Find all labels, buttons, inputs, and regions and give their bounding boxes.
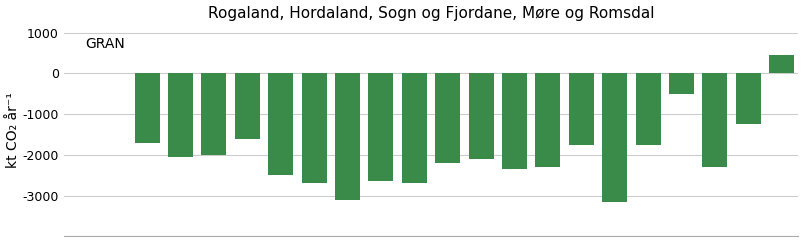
Title: Rogaland, Hordaland, Sogn og Fjordane, Møre og Romsdal: Rogaland, Hordaland, Sogn og Fjordane, M… bbox=[207, 6, 654, 21]
Bar bbox=[535, 73, 560, 167]
Text: GRAN: GRAN bbox=[85, 37, 125, 51]
Bar bbox=[201, 73, 226, 155]
Bar bbox=[168, 73, 193, 157]
Bar bbox=[468, 73, 493, 159]
Bar bbox=[702, 73, 727, 167]
Bar bbox=[768, 55, 793, 73]
Bar bbox=[434, 73, 459, 163]
Bar bbox=[301, 73, 326, 183]
Y-axis label: kt CO₂ år⁻¹: kt CO₂ år⁻¹ bbox=[6, 92, 19, 168]
Bar bbox=[134, 73, 160, 143]
Bar bbox=[234, 73, 259, 139]
Bar bbox=[601, 73, 626, 202]
Bar bbox=[501, 73, 527, 169]
Bar bbox=[635, 73, 660, 145]
Bar bbox=[268, 73, 293, 175]
Bar bbox=[402, 73, 426, 183]
Bar bbox=[735, 73, 760, 124]
Bar bbox=[568, 73, 593, 145]
Bar bbox=[668, 73, 693, 94]
Bar bbox=[368, 73, 393, 182]
Bar bbox=[335, 73, 360, 200]
